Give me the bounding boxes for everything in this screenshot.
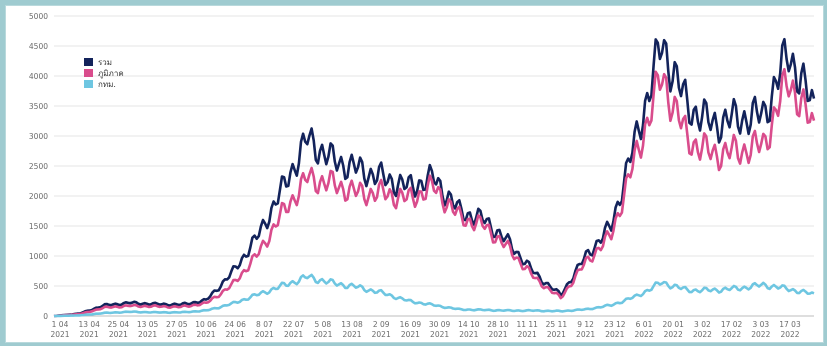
x-tick-label: 20 01 (662, 320, 684, 329)
x-tick-label: 25 04 (108, 320, 130, 329)
x-tick-year: 2021 (226, 330, 245, 339)
x-tick-label: 11 11 (516, 320, 538, 329)
x-tick-year: 2022 (634, 330, 653, 339)
x-tick-year: 2021 (488, 330, 507, 339)
x-tick-year: 2021 (342, 330, 361, 339)
x-tick-label: 17 02 (721, 320, 743, 329)
x-tick-year: 2021 (576, 330, 595, 339)
x-tick-year: 2022 (722, 330, 741, 339)
chart-panel: 0 500 1000 1500 2000 2500 3000 3500 4000 4500 5000… (5, 5, 824, 343)
y-tick-label: 1000 (29, 252, 48, 261)
x-tick-label: 3 03 (752, 320, 769, 329)
legend-swatch (84, 80, 93, 88)
x-tick-label: 14 10 (458, 320, 480, 329)
x-tick-year: 2021 (138, 330, 157, 339)
x-tick-year: 2021 (109, 330, 128, 339)
x-tick-label: 30 09 (429, 320, 451, 329)
x-tick-year: 2021 (372, 330, 391, 339)
x-tick-year: 2021 (430, 330, 449, 339)
y-tick-label: 500 (34, 282, 49, 291)
y-tick-label: 2000 (29, 192, 48, 201)
y-tick-label: 3500 (29, 102, 48, 111)
x-tick-year: 2021 (50, 330, 69, 339)
x-tick-year: 2021 (313, 330, 332, 339)
y-tick-label: 3000 (29, 132, 48, 141)
x-tick-year: 2021 (401, 330, 420, 339)
x-tick-label: 24 06 (224, 320, 246, 329)
y-tick-label: 0 (43, 312, 48, 321)
series-line-1 (53, 67, 816, 318)
y-tick-label: 5000 (29, 12, 48, 21)
x-tick-year: 2021 (459, 330, 478, 339)
y-tick-label: 4500 (29, 42, 48, 51)
x-tick-label: 2 09 (373, 320, 390, 329)
x-tick-label: 23 12 (604, 320, 626, 329)
x-tick-label: 28 10 (487, 320, 509, 329)
x-tick-year: 2021 (605, 330, 624, 339)
x-tick-year: 2021 (518, 330, 537, 339)
x-tick-label: 9 12 (577, 320, 594, 329)
x-tick-year: 2021 (547, 330, 566, 339)
legend-label: รวม (98, 58, 112, 67)
legend-label: ภูมิภาค (98, 69, 124, 79)
x-tick-year: 2021 (196, 330, 215, 339)
legend-swatch (84, 69, 93, 77)
x-tick-label: 6 01 (636, 320, 653, 329)
x-tick-year: 2021 (167, 330, 186, 339)
x-tick-label: 5 08 (314, 320, 331, 329)
x-tick-year: 2021 (80, 330, 99, 339)
x-tick-year: 2022 (780, 330, 799, 339)
x-tick-label: 1 04 (52, 320, 69, 329)
y-tick-label: 4000 (29, 72, 48, 81)
x-tick-year: 2022 (693, 330, 712, 339)
x-tick-label: 13 04 (78, 320, 100, 329)
x-tick-label: 3 02 (694, 320, 711, 329)
x-tick-year: 2021 (284, 330, 303, 339)
legend-label: กทม. (98, 80, 116, 89)
x-tick-label: 13 08 (341, 320, 363, 329)
x-tick-year: 2022 (751, 330, 770, 339)
x-tick-label: 10 06 (195, 320, 217, 329)
line-chart: 0 500 1000 1500 2000 2500 3000 3500 4000 4500 5000… (29, 12, 816, 339)
x-tick-year: 2021 (255, 330, 274, 339)
x-tick-label: 25 11 (546, 320, 568, 329)
x-tick-label: 27 05 (166, 320, 188, 329)
legend-swatch (84, 58, 93, 66)
series-line-0 (53, 37, 816, 318)
x-tick-label: 16 09 (400, 320, 422, 329)
x-tick-year: 2022 (664, 330, 683, 339)
x-tick-label: 17 03 (779, 320, 801, 329)
x-tick-label: 13 05 (137, 320, 159, 329)
y-tick-label: 1500 (29, 222, 48, 231)
series-line-2 (53, 273, 815, 318)
x-tick-label: 22 07 (283, 320, 305, 329)
x-tick-label: 8 07 (256, 320, 273, 329)
y-tick-label: 2500 (29, 162, 48, 171)
